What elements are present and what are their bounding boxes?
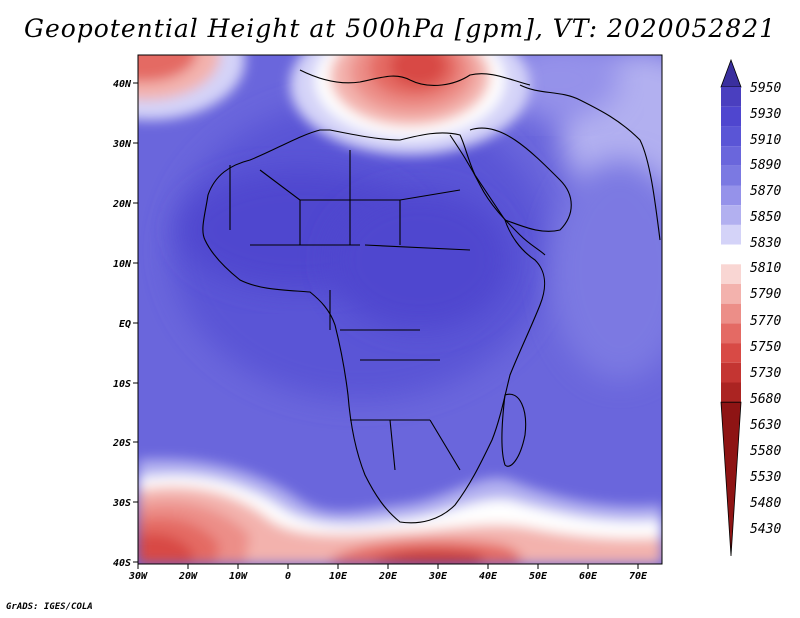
colorbar-swatch bbox=[721, 244, 741, 265]
colorbar-label: 5870 bbox=[750, 184, 781, 199]
lon-label-50e: 50E bbox=[529, 571, 548, 582]
colorbar-swatch bbox=[721, 343, 741, 363]
colorbar-label: 5790 bbox=[750, 287, 781, 302]
colorbar-swatch bbox=[721, 87, 741, 107]
colorbar-swatch bbox=[721, 126, 741, 147]
coastlines bbox=[202, 69, 661, 524]
colorbar-top-arrow bbox=[720, 58, 742, 88]
colorbar-label: 5950 bbox=[750, 81, 781, 96]
colorbar-label: 5580 bbox=[750, 444, 781, 459]
lat-label-10n: 10N bbox=[113, 259, 132, 270]
lon-label-20e: 20E bbox=[378, 571, 398, 582]
colorbar-swatch bbox=[721, 264, 741, 284]
colorbar-label: 5910 bbox=[750, 133, 781, 148]
lon-label-30w: 30W bbox=[128, 571, 148, 582]
colorbar-swatch bbox=[721, 284, 741, 304]
colorbar-swatch bbox=[721, 146, 741, 166]
lat-label-10s: 10S bbox=[113, 379, 131, 390]
colorbar-swatch bbox=[721, 106, 741, 127]
lat-label-40n: 40N bbox=[113, 79, 132, 90]
grads-credit: GrADS: IGES/COLA bbox=[6, 602, 93, 612]
colorbar-label: 5480 bbox=[750, 496, 781, 511]
lat-label-20n: 20N bbox=[112, 199, 132, 210]
lat-label-20s: 20S bbox=[112, 438, 131, 449]
colorbar-swatch bbox=[721, 382, 741, 403]
colorbar-label: 5810 bbox=[750, 261, 781, 276]
colorbar-label: 5890 bbox=[750, 158, 781, 173]
colorbar-label: 5770 bbox=[750, 314, 781, 329]
lon-label-60e: 60E bbox=[579, 571, 598, 582]
colorbar-label: 5630 bbox=[750, 418, 781, 433]
longitude-axis: 30W 20W 10W 0 10E 20E 30E 40E 50E 60E 70… bbox=[128, 564, 648, 582]
colorbar-labels: 5950 5930 5910 5890 5870 5850 5830 5810 … bbox=[750, 81, 781, 537]
lon-label-10w: 10W bbox=[229, 571, 248, 582]
colorbar-swatch bbox=[721, 165, 741, 186]
colorbar-label: 5930 bbox=[750, 107, 781, 122]
colorbar-swatch bbox=[721, 205, 741, 225]
lat-label-30n: 30N bbox=[112, 139, 132, 150]
colorbar-label: 5680 bbox=[750, 392, 781, 407]
colorbar-label: 5750 bbox=[750, 340, 781, 355]
colorbar-swatch bbox=[721, 362, 741, 383]
colorbar-swatch bbox=[721, 303, 741, 324]
map-title: Geopotential Height at 500hPa [gpm], VT:… bbox=[23, 14, 777, 43]
lat-label-40s: 40S bbox=[113, 558, 131, 569]
colorbar-swatch bbox=[721, 224, 741, 245]
colorbar-swatch bbox=[721, 323, 741, 344]
lat-label-eq: EQ bbox=[119, 319, 131, 330]
colorbar-label: 5850 bbox=[750, 210, 781, 225]
colorbar-label: 5830 bbox=[750, 236, 781, 251]
lon-label-20w: 20W bbox=[178, 571, 198, 582]
lon-label-40e: 40E bbox=[479, 571, 498, 582]
lon-label-70e: 70E bbox=[629, 571, 648, 582]
lon-label-0: 0 bbox=[285, 571, 291, 582]
height-field bbox=[138, 55, 662, 564]
colorbar-label: 5730 bbox=[750, 366, 781, 381]
lon-label-10e: 10E bbox=[329, 571, 348, 582]
lon-label-30e: 30E bbox=[428, 571, 448, 582]
colorbar-swatch bbox=[721, 185, 741, 206]
colorbar-bottom-arrow bbox=[720, 401, 742, 557]
latitude-axis: 40N 30N 20N 10N EQ 10S 20S 30S 40S bbox=[112, 79, 138, 569]
colorbar-label: 5530 bbox=[750, 470, 781, 485]
lat-label-30s: 30S bbox=[112, 498, 131, 509]
colorbar bbox=[720, 58, 742, 557]
colorbar-label: 5430 bbox=[750, 522, 781, 537]
map-frame bbox=[137, 54, 663, 565]
